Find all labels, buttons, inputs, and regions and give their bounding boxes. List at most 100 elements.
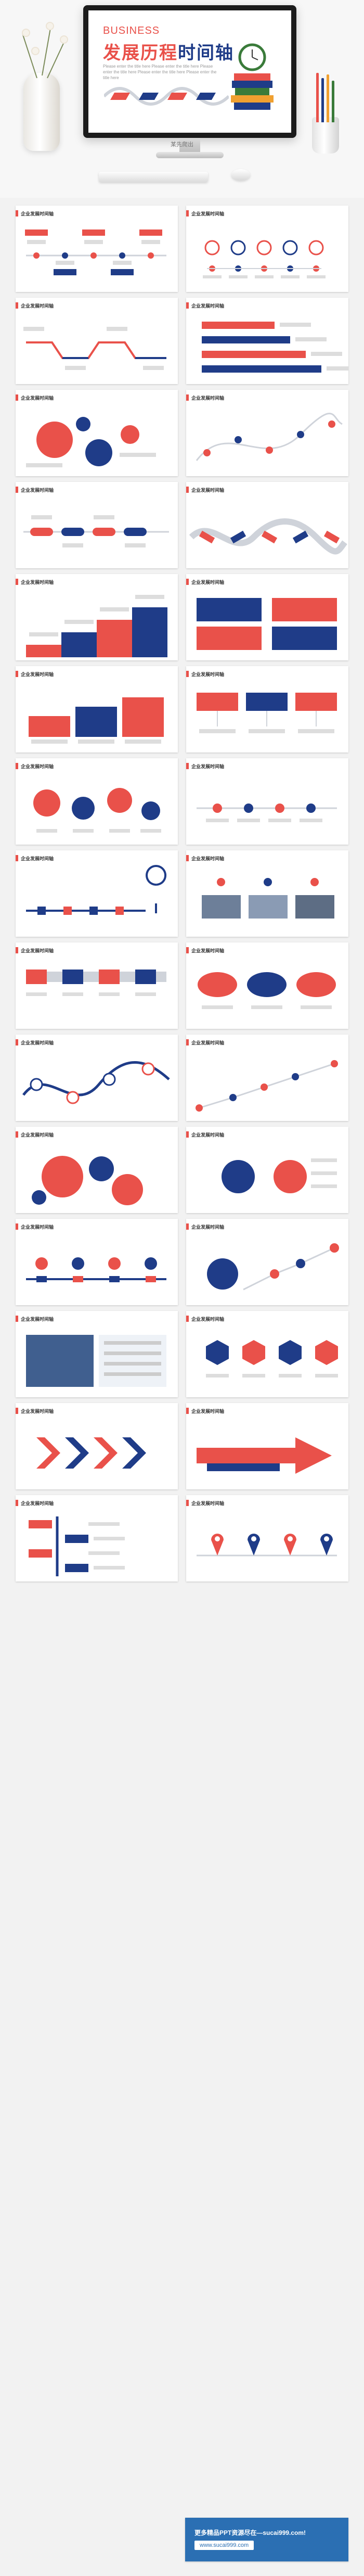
slide-thumbnail[interactable]: 企业发展时间轴	[16, 1495, 178, 1582]
slide-header: 企业发展时间轴	[186, 210, 224, 217]
slide-title: 企业发展时间轴	[21, 579, 54, 585]
slide-diagram	[16, 219, 178, 292]
slide-thumbnail[interactable]: 企业发展时间轴	[186, 1495, 348, 1582]
slide-header-tag	[186, 302, 189, 309]
slide-diagram	[186, 311, 348, 384]
slide-header: 企业发展时间轴	[186, 1131, 224, 1138]
slide-header: 企业发展时间轴	[186, 302, 224, 309]
slide-title: 企业发展时间轴	[191, 671, 225, 677]
slide-thumbnail[interactable]: 企业发展时间轴	[16, 1035, 178, 1121]
slide-diagram	[186, 1417, 348, 1489]
hero-cover: BUSINESS 发展历程时间轴 Please enter the title …	[0, 0, 364, 198]
slide-title: 企业发展时间轴	[191, 487, 225, 493]
slide-header-tag	[16, 1223, 18, 1230]
monitor-base	[156, 152, 224, 158]
hero-title-blue: 时间轴	[178, 43, 234, 63]
slide-thumbnail[interactable]: 企业发展时间轴	[16, 758, 178, 845]
slide-title: 企业发展时间轴	[21, 487, 54, 493]
slide-thumbnail[interactable]: 企业发展时间轴	[16, 1311, 178, 1397]
slide-diagram	[186, 1509, 348, 1582]
slide-thumbnail[interactable]: 企业发展时间轴	[16, 666, 178, 753]
slide-thumbnail[interactable]: 企业发展时间轴	[16, 1219, 178, 1305]
slide-header: 企业发展时间轴	[16, 1039, 54, 1046]
slide-thumbnail[interactable]: 企业发展时间轴	[16, 1403, 178, 1489]
slide-thumbnail[interactable]: 企业发展时间轴	[16, 390, 178, 476]
slide-title: 企业发展时间轴	[191, 1408, 225, 1414]
slide-header-tag	[16, 394, 18, 401]
flower-stem	[47, 40, 66, 79]
slide-thumbnail[interactable]: 企业发展时间轴	[186, 1311, 348, 1397]
slide-thumbnail[interactable]: 企业发展时间轴	[186, 482, 348, 568]
slide-header-tag	[16, 855, 18, 861]
promo-banner[interactable]: 更多精品PPT资源尽在—sucai999.com! www.sucai999.c…	[185, 2518, 348, 2561]
slide-diagram	[186, 588, 348, 660]
slide-header-tag	[186, 1408, 189, 1414]
keyboard-image	[99, 172, 208, 182]
slide-header-tag	[186, 1316, 189, 1322]
slide-header: 企业发展时间轴	[16, 855, 54, 862]
slide-thumbnail[interactable]: 企业发展时间轴	[186, 758, 348, 845]
slide-thumbnail[interactable]: 企业发展时间轴	[186, 574, 348, 660]
slide-thumbnail[interactable]: 企业发展时间轴	[186, 1219, 348, 1305]
slide-title: 企业发展时间轴	[21, 1408, 54, 1414]
slide-header-tag	[186, 947, 189, 953]
slide-header: 企业发展时间轴	[16, 762, 54, 770]
slide-header-tag	[16, 1408, 18, 1414]
slide-thumbnail[interactable]: 企业发展时间轴	[16, 206, 178, 292]
slide-thumbnail[interactable]: 企业发展时间轴	[186, 666, 348, 753]
slide-header-tag	[186, 855, 189, 861]
slide-diagram	[16, 772, 178, 845]
slide-diagram	[16, 1417, 178, 1489]
slide-diagram	[16, 1232, 178, 1305]
slide-header: 企业发展时间轴	[186, 486, 224, 493]
slide-title: 企业发展时间轴	[21, 303, 54, 309]
slide-title: 企业发展时间轴	[21, 1132, 54, 1138]
slide-thumbnail[interactable]: 企业发展时间轴	[16, 942, 178, 1029]
slide-header-tag	[16, 1316, 18, 1322]
slide-title: 企业发展时间轴	[191, 1316, 225, 1322]
slide-title: 企业发展时间轴	[21, 1040, 54, 1045]
banner-url[interactable]: www.sucai999.com	[194, 2541, 254, 2550]
slide-header-tag	[16, 579, 18, 585]
hero-business-label: BUSINESS	[103, 25, 160, 36]
slide-header: 企业发展时间轴	[186, 394, 224, 401]
slide-header: 企业发展时间轴	[16, 1223, 54, 1230]
pencil-icon	[332, 81, 334, 122]
slide-diagram	[186, 495, 348, 568]
slide-header: 企业发展时间轴	[186, 1499, 224, 1507]
slide-diagram	[16, 864, 178, 937]
pencil-icon	[327, 74, 329, 122]
slide-thumbnail[interactable]: 企业发展时间轴	[186, 850, 348, 937]
slide-diagram	[186, 864, 348, 937]
slide-title: 企业发展时间轴	[21, 763, 54, 769]
slide-thumbnail[interactable]: 企业发展时间轴	[16, 482, 178, 568]
slide-thumbnail[interactable]: 企业发展时间轴	[16, 298, 178, 384]
hero-ribbon-graphic	[104, 87, 229, 106]
banner-text: 更多精品PPT资源尽在—sucai999.com!	[194, 2529, 306, 2536]
slide-header: 企业发展时间轴	[186, 670, 224, 678]
slide-thumbnail[interactable]: 企业发展时间轴	[16, 1127, 178, 1213]
slide-title: 企业发展时间轴	[191, 948, 225, 953]
slide-header: 企业发展时间轴	[16, 394, 54, 401]
slide-title: 企业发展时间轴	[191, 211, 225, 216]
slide-thumbnail[interactable]: 企业发展时间轴	[16, 850, 178, 937]
slide-thumbnail[interactable]: 企业发展时间轴	[186, 206, 348, 292]
slide-title: 企业发展时间轴	[21, 1500, 54, 1506]
slide-thumbnail[interactable]: 企业发展时间轴	[186, 390, 348, 476]
slide-title: 企业发展时间轴	[21, 1316, 54, 1322]
slide-thumbnail[interactable]: 企业发展时间轴	[186, 1035, 348, 1121]
slide-title: 企业发展时间轴	[191, 395, 225, 401]
slide-thumbnail[interactable]: 企业发展时间轴	[186, 942, 348, 1029]
slide-header: 企业发展时间轴	[16, 486, 54, 493]
slide-title: 企业发展时间轴	[191, 1224, 225, 1230]
slide-thumbnail[interactable]: 企业发展时间轴	[16, 574, 178, 660]
slide-diagram	[186, 680, 348, 753]
flower-icon	[31, 47, 40, 55]
slide-thumbnail[interactable]: 企业发展时间轴	[186, 1403, 348, 1489]
slide-title: 企业发展时间轴	[21, 671, 54, 677]
slide-title: 企业发展时间轴	[191, 579, 225, 585]
slide-diagram	[16, 588, 178, 660]
slide-thumbnail[interactable]: 企业发展时间轴	[186, 1127, 348, 1213]
slide-title: 企业发展时间轴	[21, 856, 54, 861]
slide-thumbnail[interactable]: 企业发展时间轴	[186, 298, 348, 384]
